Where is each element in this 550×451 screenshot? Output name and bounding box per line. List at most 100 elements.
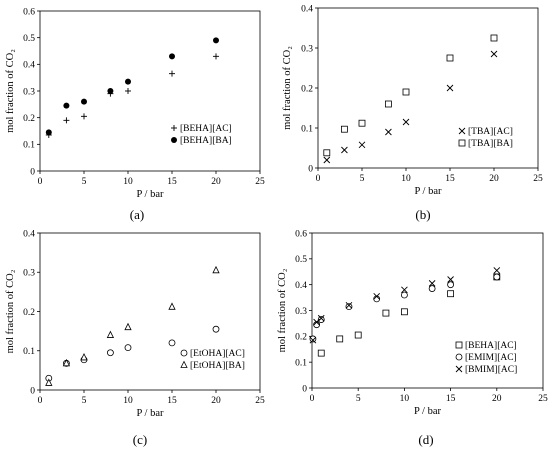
y-tick-label-b: 0.3	[301, 44, 313, 54]
y-tick-label-a: 0.4	[23, 61, 35, 71]
data-point-a-1	[63, 102, 70, 109]
panel-label-d: (d)	[418, 432, 434, 447]
chart-d-svg: 0 5 10 15 20 25 0 0.1 0.2 0.3 0.4 0.5 0.6 P / bar mol …	[277, 229, 548, 417]
x-tick-label-b: 0	[316, 174, 321, 184]
legend-label-d-0: [BEHA][AC]	[465, 341, 517, 351]
data-point-c-0	[107, 349, 114, 357]
marker-stroke	[309, 336, 317, 344]
data-point-a-1	[81, 98, 87, 105]
x-tick-label-a: 20	[211, 177, 221, 187]
data-point-b-1	[323, 149, 331, 157]
x-tick-label-d: 25	[538, 394, 548, 404]
y-tick-label-a: 0.6	[23, 7, 35, 17]
x-tick-label-b: 5	[360, 174, 365, 184]
data-point-d-0	[382, 309, 390, 317]
data-point-d-2	[313, 318, 320, 326]
y-tick-label-b: 0.2	[301, 84, 313, 94]
data-point-a-1	[213, 37, 219, 44]
y-tick-label-a: 0.2	[23, 114, 35, 124]
data-point-a-0	[63, 117, 70, 124]
data-point-c-1	[106, 330, 115, 338]
data-point-d-2	[447, 276, 454, 283]
x-tick-label-d: 0	[310, 394, 315, 404]
data-point-d-0	[354, 331, 362, 339]
panel-label-a: (a)	[129, 207, 145, 222]
y-tick-label-c: 0	[30, 386, 35, 396]
y-axis-label-d: mol fraction of CO₂	[277, 268, 288, 352]
y-tick-label-b: 0	[308, 164, 313, 174]
data-point-c-1	[124, 322, 132, 331]
data-point-c-0	[168, 339, 176, 347]
y-tick-label-a: 0.3	[23, 87, 35, 97]
y-tick-label-a: 0.1	[23, 141, 35, 151]
data-point-a-1	[107, 88, 114, 94]
marker-stroke	[446, 84, 454, 92]
marker-stroke	[313, 318, 320, 326]
data-point-c-1	[45, 378, 53, 386]
marker-stroke	[345, 302, 353, 309]
data-point-c-1	[62, 358, 71, 367]
data-point-b-0	[323, 156, 331, 164]
series-c-1	[45, 265, 220, 386]
legend-marker-a-0	[171, 125, 177, 131]
x-tick-label-d: 20	[492, 394, 502, 404]
marker-stroke	[401, 286, 408, 294]
legend-marker-d-1	[455, 353, 463, 361]
x-tick-label-c: 15	[167, 396, 177, 406]
data-point-b-0	[402, 118, 410, 126]
x-axis-label-c: P / bar	[136, 408, 164, 419]
series-a-1	[45, 37, 219, 136]
data-point-a-0	[169, 70, 175, 77]
y-tick-label-b: 0.1	[301, 124, 313, 134]
marker-stroke	[402, 118, 410, 126]
y-tick-label-c: 0.3	[23, 269, 35, 279]
x-tick-label-c: 25	[255, 396, 265, 406]
data-point-d-2	[373, 292, 380, 300]
marker-stroke	[458, 127, 466, 135]
legend-marker-a-1	[171, 137, 177, 143]
x-tick-label-b: 20	[489, 174, 499, 184]
y-axis-label-b: mol fraction of CO₂	[282, 46, 293, 130]
x-tick-label-c: 10	[123, 396, 133, 406]
marker-stroke	[323, 156, 331, 164]
panel-label-c: (c)	[132, 432, 148, 447]
x-tick-label-c: 0	[38, 396, 43, 406]
marker-stroke	[341, 146, 348, 154]
legend-label-d-2: [BMIM][AC]	[465, 365, 517, 375]
data-point-a-0	[125, 88, 131, 94]
data-point-d-0	[336, 335, 344, 343]
x-tick-label-a: 10	[123, 177, 133, 187]
data-point-d-0	[317, 349, 325, 357]
data-point-c-0	[212, 325, 220, 333]
marker-stroke	[358, 141, 366, 149]
x-tick-label-d: 15	[446, 394, 456, 404]
data-point-d-1	[309, 335, 317, 343]
data-point-b-1	[358, 119, 366, 127]
y-tick-label-c: 0.2	[23, 308, 35, 318]
series-b-0	[323, 50, 498, 164]
data-point-b-1	[402, 88, 410, 96]
data-point-a-1	[45, 129, 52, 136]
x-tick-label-b: 10	[401, 174, 411, 184]
x-tick-label-a: 25	[255, 177, 265, 187]
legend-label-b-0: [TBA][AC]	[468, 127, 513, 137]
data-point-a-1	[125, 78, 131, 85]
chart-a-svg: 0 5 10 15 20 25 0 0.1 0.2 0.3 0.4 0.5 0.6 P / bar mol …	[5, 7, 265, 200]
legend-label-a-1: [BEHA][BA]	[180, 136, 232, 146]
data-point-c-1	[168, 302, 176, 310]
data-point-c-0	[124, 344, 132, 352]
y-tick-label-d: 0.1	[295, 358, 307, 368]
data-point-d-1	[345, 303, 353, 311]
data-point-b-0	[385, 128, 392, 136]
data-point-d-2	[309, 336, 317, 344]
data-point-d-1	[447, 281, 455, 289]
chart-panel-a: 0 5 10 15 20 25 0 0.1 0.2 0.3 0.4 0.5 0.6 P / bar mol …	[0, 0, 275, 225]
series-b-1	[323, 34, 498, 157]
marker-stroke	[490, 50, 498, 58]
y-tick-label-d: 0.5	[295, 255, 307, 265]
panel-label-b: (b)	[415, 207, 431, 222]
data-point-b-0	[490, 50, 498, 58]
data-point-d-1	[317, 316, 325, 323]
legend-marker-c-1	[180, 360, 188, 368]
